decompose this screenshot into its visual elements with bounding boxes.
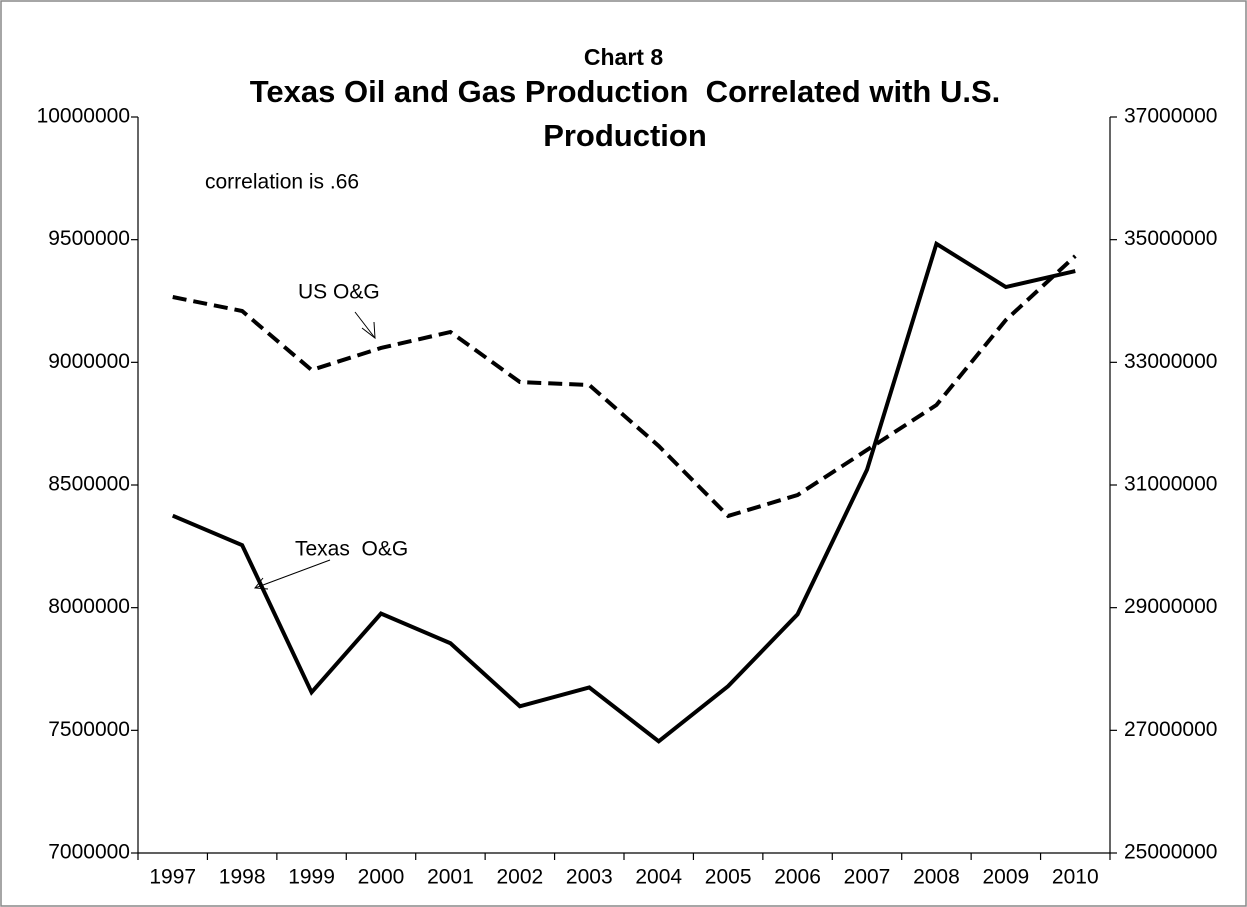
y-tick-label: 9500000 [48, 227, 130, 250]
y-tick-label: 7500000 [48, 718, 130, 741]
chart-title: Texas Oil and Gas Production Correlated … [249, 74, 1009, 153]
series-line [171, 240, 1076, 744]
y2-tick-label: 33000000 [1124, 350, 1217, 373]
series-line [172, 254, 1077, 519]
arrow [354, 311, 376, 339]
y2-tick-label: 37000000 [1124, 105, 1217, 128]
y-tick-label: 8500000 [48, 473, 130, 496]
x-tick-label: 2000 [358, 866, 405, 889]
x-tick-label: 2005 [705, 866, 752, 889]
y-tick-label: 8000000 [48, 595, 130, 618]
x-tick-label: 2010 [1052, 866, 1099, 889]
y2-tick-label: 25000000 [1124, 841, 1217, 864]
chart-subtitle: Chart 8 [583, 44, 664, 70]
x-tick-label: 2007 [844, 866, 891, 889]
x-tick-label: 2006 [774, 866, 821, 889]
y-tick-label: 7000000 [48, 841, 130, 864]
series-label: Texas O&G [295, 538, 408, 561]
x-tick-label: 2001 [427, 866, 474, 889]
y2-tick-label: 35000000 [1124, 227, 1217, 250]
arrow-head [361, 321, 376, 340]
y-tick-label: 10000000 [37, 105, 130, 128]
x-tick-label: 2002 [496, 866, 543, 889]
y2-tick-label: 27000000 [1124, 718, 1217, 741]
series-label: US O&G [298, 281, 380, 304]
x-tick-label: 1998 [219, 866, 266, 889]
x-tick-label: 2008 [913, 866, 960, 889]
x-tick-label: 1999 [288, 866, 335, 889]
x-tick-label: 1997 [149, 866, 196, 889]
y2-tick-label: 31000000 [1124, 473, 1217, 496]
y2-tick-label: 29000000 [1124, 595, 1217, 618]
annotation: correlation is .66 [205, 171, 359, 194]
x-tick-label: 2009 [982, 866, 1029, 889]
arrow [254, 559, 331, 589]
x-tick-label: 2004 [635, 866, 682, 889]
x-tick-label: 2003 [566, 866, 613, 889]
y-tick-label: 9000000 [48, 350, 130, 373]
